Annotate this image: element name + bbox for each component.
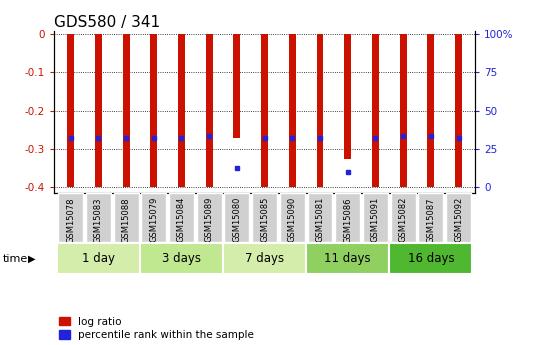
FancyBboxPatch shape [57, 243, 140, 274]
Bar [289, 34, 296, 187]
Text: GSM15081: GSM15081 [315, 197, 325, 243]
FancyBboxPatch shape [363, 193, 388, 242]
Text: GSM15090: GSM15090 [288, 197, 297, 242]
FancyBboxPatch shape [418, 193, 443, 242]
Text: GSM15080: GSM15080 [232, 197, 241, 243]
Text: GSM15087: GSM15087 [427, 197, 435, 243]
FancyBboxPatch shape [113, 193, 139, 242]
Text: GSM15088: GSM15088 [122, 197, 131, 243]
FancyBboxPatch shape [252, 193, 277, 242]
Text: GSM15086: GSM15086 [343, 197, 352, 243]
Bar [455, 34, 462, 187]
FancyBboxPatch shape [335, 193, 360, 242]
FancyBboxPatch shape [390, 193, 416, 242]
Text: GSM15092: GSM15092 [454, 197, 463, 242]
FancyBboxPatch shape [169, 193, 194, 242]
Bar [67, 34, 74, 187]
Text: GSM15085: GSM15085 [260, 197, 269, 243]
FancyBboxPatch shape [280, 193, 305, 242]
Text: GSM15091: GSM15091 [371, 197, 380, 242]
FancyBboxPatch shape [197, 193, 221, 242]
Text: GSM15083: GSM15083 [94, 197, 103, 243]
FancyBboxPatch shape [140, 243, 223, 274]
Bar [400, 34, 407, 187]
FancyBboxPatch shape [223, 243, 306, 274]
Text: GSM15082: GSM15082 [399, 197, 408, 243]
Bar [178, 34, 185, 187]
FancyBboxPatch shape [86, 193, 111, 242]
Text: GSM15078: GSM15078 [66, 197, 75, 243]
Bar [123, 34, 130, 187]
Bar [372, 34, 379, 187]
Bar [95, 34, 102, 187]
Text: 11 days: 11 days [325, 252, 371, 265]
Bar [261, 34, 268, 187]
FancyBboxPatch shape [389, 243, 472, 274]
FancyBboxPatch shape [308, 193, 333, 242]
Text: GDS580 / 341: GDS580 / 341 [54, 15, 160, 30]
FancyBboxPatch shape [225, 193, 249, 242]
Text: 1 day: 1 day [82, 252, 115, 265]
Text: GSM15089: GSM15089 [205, 197, 214, 243]
Bar [427, 34, 434, 187]
Text: 7 days: 7 days [245, 252, 284, 265]
FancyBboxPatch shape [141, 193, 166, 242]
Bar [345, 34, 351, 159]
FancyBboxPatch shape [58, 193, 83, 242]
Bar [206, 34, 213, 187]
Text: 16 days: 16 days [408, 252, 454, 265]
Text: time: time [3, 254, 28, 264]
Text: 3 days: 3 days [162, 252, 201, 265]
Text: GSM15079: GSM15079 [149, 197, 158, 243]
Text: ▶: ▶ [28, 254, 36, 264]
FancyBboxPatch shape [306, 243, 389, 274]
Bar [316, 34, 323, 187]
Bar [150, 34, 157, 187]
Legend: log ratio, percentile rank within the sample: log ratio, percentile rank within the sa… [59, 317, 254, 340]
FancyBboxPatch shape [446, 193, 471, 242]
Text: GSM15084: GSM15084 [177, 197, 186, 243]
Bar [233, 34, 240, 138]
